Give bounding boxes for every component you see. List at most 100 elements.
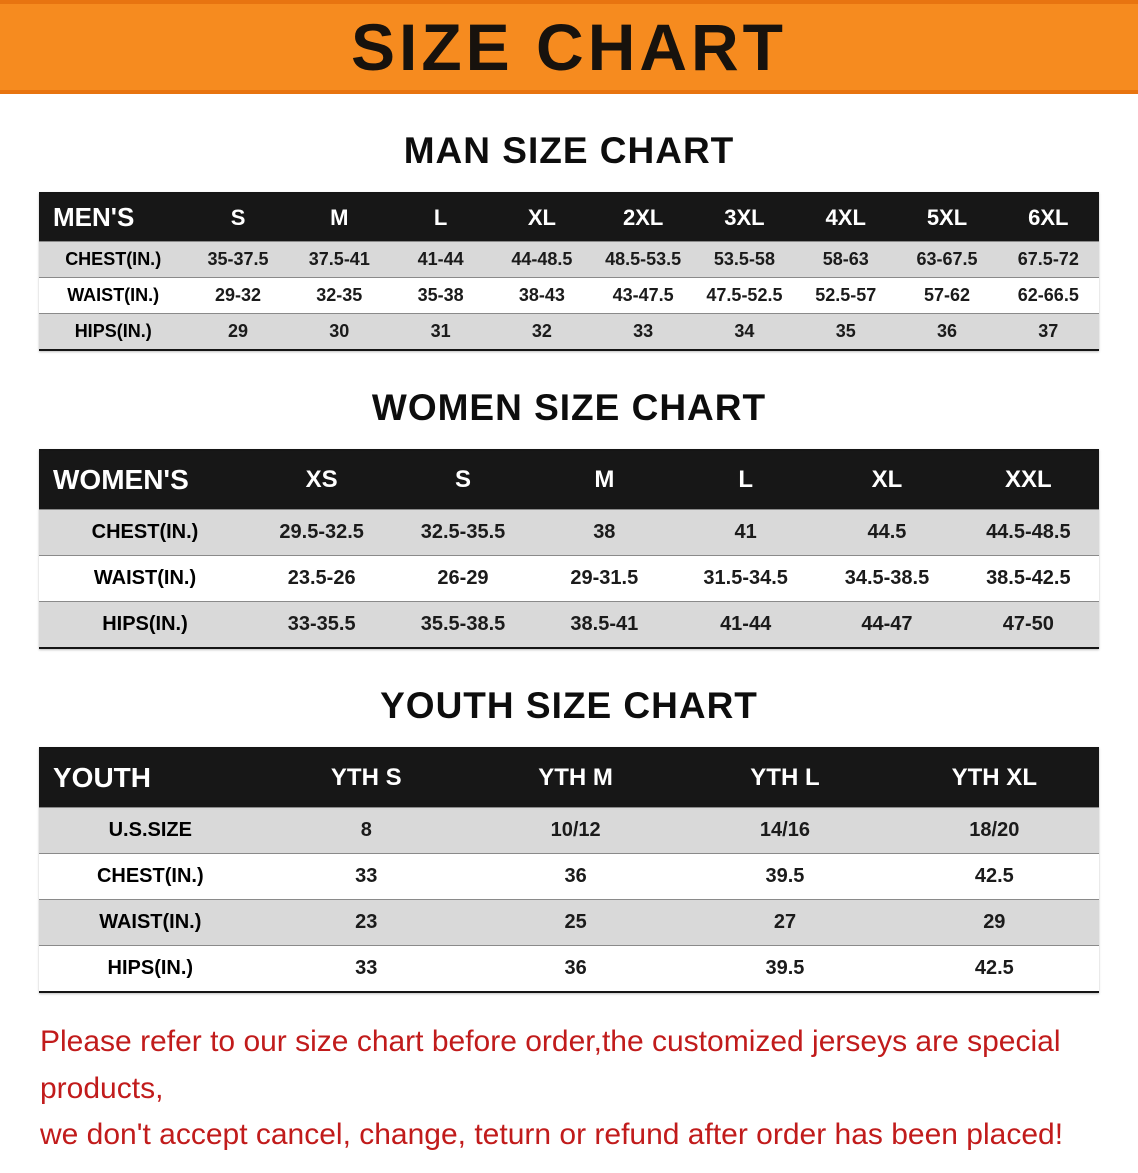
size-header-cell: 4XL: [795, 193, 897, 242]
size-value: 36: [470, 945, 681, 992]
size-value: 29-32: [187, 277, 289, 314]
page-title: SIZE CHART: [351, 10, 787, 84]
size-value: 26-29: [392, 555, 534, 602]
size-value: 39.5: [680, 945, 890, 992]
size-header-cell: L: [674, 450, 817, 510]
size-value: 31.5-34.5: [674, 555, 817, 602]
size-value: 47.5-52.5: [693, 277, 796, 314]
row-label: CHEST(IN.): [39, 509, 251, 556]
size-value: 23.5-26: [251, 555, 393, 602]
size-value: 62-66.5: [997, 277, 1099, 314]
table-title-cell: WOMEN'S: [39, 450, 251, 510]
row-label: CHEST(IN.): [39, 853, 262, 900]
size-value: 14/16: [680, 807, 890, 854]
size-value: 44-48.5: [491, 241, 593, 278]
size-value: 18/20: [889, 807, 1099, 854]
footer-line-2: we don't accept cancel, change, teturn o…: [40, 1118, 1064, 1151]
size-value: 44.5-48.5: [957, 509, 1099, 556]
size-value: 38.5-42.5: [957, 555, 1099, 602]
footer-line-1: Please refer to our size chart before or…: [40, 1025, 1061, 1105]
section-heading: YOUTH SIZE CHART: [380, 685, 758, 726]
row-label: U.S.SIZE: [39, 807, 262, 854]
size-header-cell: M: [288, 193, 390, 242]
size-value: 33: [592, 313, 694, 350]
size-value: 32.5-35.5: [392, 509, 534, 556]
size-value: 48.5-53.5: [592, 241, 694, 278]
size-table: YOUTH YTH S YTH M YTH L YTH XL U.S.SIZE 8 10/12…: [39, 747, 1099, 993]
size-value: 35-37.5: [187, 241, 289, 278]
size-value: 38: [533, 509, 675, 556]
size-chart-section: MAN SIZE CHART MEN'S S M L XL 2XL 3XL 4XL 5XL 6XL C…: [0, 130, 1138, 351]
table-row: U.S.SIZE 8 10/12 14/16 18/20: [39, 807, 1099, 854]
size-value: 36: [470, 853, 681, 900]
size-header-cell: XL: [816, 450, 958, 510]
table-header-row: YOUTH YTH S YTH M YTH L YTH XL: [39, 748, 1099, 808]
size-header-cell: XS: [251, 450, 393, 510]
size-header-cell: L: [389, 193, 492, 242]
section-heading: WOMEN SIZE CHART: [371, 387, 767, 428]
table-row: WAIST(IN.) 23 25 27 29: [39, 899, 1099, 946]
size-value: 53.5-58: [693, 241, 796, 278]
size-value: 42.5: [889, 945, 1099, 992]
size-value: 33-35.5: [251, 601, 393, 648]
table-header-row: MEN'S S M L XL 2XL 3XL 4XL 5XL 6XL: [39, 193, 1099, 242]
table-title-cell: MEN'S: [39, 193, 188, 242]
size-header-cell: YTH XL: [889, 748, 1099, 808]
sections: MAN SIZE CHART MEN'S S M L XL 2XL 3XL 4XL 5XL 6XL C…: [0, 130, 1138, 993]
size-value: 30: [288, 313, 390, 350]
size-header-cell: XXL: [957, 450, 1099, 510]
size-value: 63-67.5: [896, 241, 998, 278]
size-value: 43-47.5: [592, 277, 694, 314]
table-header-row: WOMEN'S XS S M L XL XXL: [39, 450, 1099, 510]
row-label: HIPS(IN.): [39, 601, 251, 648]
size-value: 58-63: [795, 241, 897, 278]
banner: SIZE CHART: [0, 0, 1138, 94]
size-value: 32: [491, 313, 593, 350]
size-value: 67.5-72: [997, 241, 1099, 278]
size-value: 37.5-41: [288, 241, 390, 278]
size-value: 57-62: [896, 277, 998, 314]
size-header-cell: 2XL: [592, 193, 694, 242]
size-value: 37: [997, 313, 1099, 350]
table-row: HIPS(IN.) 33 36 39.5 42.5: [39, 945, 1099, 992]
size-value: 33: [261, 853, 471, 900]
table-row: CHEST(IN.) 33 36 39.5 42.5: [39, 853, 1099, 900]
size-header-cell: YTH L: [680, 748, 890, 808]
content: MAN SIZE CHART MEN'S S M L XL 2XL 3XL 4XL 5XL 6XL C…: [0, 130, 1138, 993]
size-value: 42.5: [889, 853, 1099, 900]
size-header-cell: S: [392, 450, 534, 510]
size-value: 39.5: [680, 853, 890, 900]
size-header-cell: M: [533, 450, 675, 510]
size-value: 52.5-57: [795, 277, 897, 314]
size-value: 29.5-32.5: [251, 509, 393, 556]
size-value: 41: [674, 509, 817, 556]
size-value: 35-38: [389, 277, 492, 314]
table-row: CHEST(IN.) 35-37.5 37.5-41 41-44 44-48.5 48.5…: [39, 241, 1099, 278]
size-header-cell: 5XL: [896, 193, 998, 242]
row-label: WAIST(IN.): [39, 277, 188, 314]
size-value: 35.5-38.5: [392, 601, 534, 648]
size-value: 23: [261, 899, 471, 946]
size-value: 29-31.5: [533, 555, 675, 602]
size-value: 25: [470, 899, 681, 946]
row-label: CHEST(IN.): [39, 241, 188, 278]
size-header-cell: YTH M: [470, 748, 681, 808]
table-row: HIPS(IN.) 29 30 31 32 33 34 35 36 37: [39, 313, 1099, 350]
size-value: 34: [693, 313, 796, 350]
size-value: 29: [187, 313, 289, 350]
section-heading: MAN SIZE CHART: [403, 130, 735, 171]
size-header-cell: 6XL: [997, 193, 1099, 242]
size-value: 36: [896, 313, 998, 350]
size-table: MEN'S S M L XL 2XL 3XL 4XL 5XL 6XL CHEST(IN.) 35-37…: [39, 192, 1099, 351]
size-value: 32-35: [288, 277, 390, 314]
footer-note: Please refer to our size chart before or…: [40, 1019, 1138, 1173]
row-label: HIPS(IN.): [39, 313, 188, 350]
size-header-cell: 3XL: [693, 193, 796, 242]
size-value: 8: [261, 807, 471, 854]
size-header-cell: S: [187, 193, 289, 242]
table-row: WAIST(IN.) 29-32 32-35 35-38 38-43 43-47.5 47.…: [39, 277, 1099, 314]
table-title-cell: YOUTH: [39, 748, 262, 808]
size-table: WOMEN'S XS S M L XL XXL CHEST(IN.) 29.5-32.5 32.5…: [39, 449, 1099, 649]
size-header-cell: YTH S: [261, 748, 471, 808]
size-value: 33: [261, 945, 471, 992]
